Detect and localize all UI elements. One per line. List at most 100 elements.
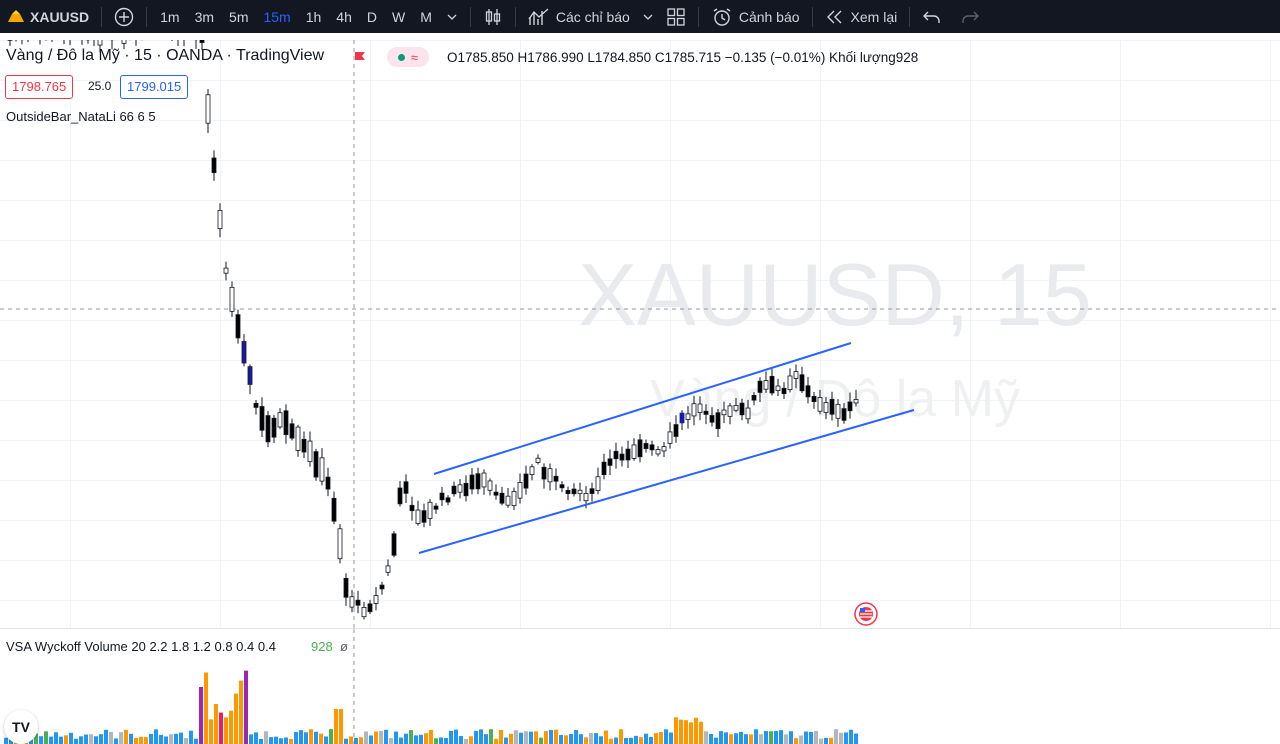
- volume-bar: [399, 737, 403, 744]
- candle-body: [223, 267, 229, 274]
- price-chart-canvas[interactable]: XAUUSD, 15 Vàng / Đô la Mỹ: [0, 40, 1280, 628]
- volume-bar: [54, 732, 58, 744]
- volume-bar: [199, 687, 203, 744]
- candle-body: [361, 607, 367, 618]
- volume-bar: [174, 733, 178, 744]
- candle-body: [451, 485, 457, 495]
- volume-bar: [119, 732, 123, 744]
- volume-value: 928: [311, 639, 333, 654]
- channel-upper-line[interactable]: [433, 342, 852, 475]
- price-chart-pane[interactable]: XAUUSD, 15 Vàng / Đô la Mỹ: [0, 40, 1280, 628]
- candle-body: [805, 385, 811, 398]
- volume-bar: [604, 730, 608, 744]
- sell-button[interactable]: 1798.765: [5, 75, 74, 99]
- candle-body: [679, 412, 685, 424]
- top-toolbar: XAUUSD 1m 3m 5m 15m 1h 4h D W M Các chỉ …: [0, 0, 1280, 33]
- undo-button[interactable]: [916, 0, 948, 33]
- market-status-badge[interactable]: ≈: [387, 47, 429, 67]
- us-flag-event-icon[interactable]: [854, 602, 878, 626]
- alerts-button[interactable]: Cảnh báo: [705, 0, 806, 33]
- flag-icon[interactable]: [353, 50, 367, 69]
- tradingview-logo[interactable]: TV: [4, 710, 38, 744]
- chevron-down-icon: [446, 11, 458, 23]
- symbol-search-button[interactable]: XAUUSD: [0, 0, 95, 33]
- interval-3m[interactable]: 3m: [194, 8, 215, 25]
- candle-body: [487, 480, 493, 491]
- candle-body: [781, 387, 787, 395]
- volume-bar: [169, 734, 173, 744]
- volume-bar: [724, 732, 728, 744]
- interval-D[interactable]: D: [366, 8, 377, 25]
- buy-button[interactable]: 1799.015: [120, 75, 189, 99]
- volume-bar: [709, 734, 713, 744]
- interval-4h[interactable]: 4h: [336, 8, 352, 25]
- chart-title[interactable]: Vàng / Đô la Mỹ · 15 · OANDA · TradingVi…: [6, 47, 325, 64]
- candle-body: [295, 426, 301, 451]
- volume-bar: [524, 731, 528, 744]
- candle-body: [769, 375, 775, 394]
- candle-body: [205, 94, 211, 124]
- alarm-clock-icon: [711, 7, 733, 27]
- volume-bar: [654, 733, 658, 744]
- volume-bar: [209, 719, 213, 744]
- volume-bar: [694, 717, 698, 744]
- replay-button[interactable]: Xem lại: [819, 0, 904, 33]
- volume-legend[interactable]: VSA Wyckoff Volume 20 2.2 1.8 1.2 0.8 0.…: [6, 639, 276, 654]
- volume-bar: [569, 733, 573, 744]
- candle-body: [373, 595, 379, 604]
- watermark-symbol: XAUUSD, 15: [578, 245, 1092, 344]
- interval-15m[interactable]: 15m: [263, 8, 291, 25]
- volume-bar: [344, 738, 348, 744]
- compare-symbol-button[interactable]: [108, 0, 140, 33]
- volume-bar: [84, 734, 88, 744]
- candle-body: [349, 596, 355, 608]
- redo-button[interactable]: [954, 0, 986, 33]
- volume-bar: [624, 737, 628, 744]
- volume-bar: [754, 729, 758, 744]
- volume-bar: [739, 731, 743, 744]
- volume-bar: [359, 737, 363, 744]
- interval-W[interactable]: W: [392, 8, 406, 25]
- volume-bar: [274, 736, 278, 744]
- chart-type-button[interactable]: [477, 0, 509, 33]
- candle-body: [613, 450, 619, 460]
- interval-dropdown[interactable]: [440, 0, 464, 33]
- candles-icon: [483, 7, 503, 27]
- volume-bar: [89, 734, 93, 744]
- volume-bar: [484, 734, 488, 744]
- volume-bar: [594, 733, 598, 744]
- volume-bar: [229, 710, 233, 744]
- candle-body: [421, 510, 427, 523]
- interval-1m[interactable]: 1m: [160, 8, 180, 25]
- candle-body: [565, 489, 571, 494]
- indicators-dropdown[interactable]: [636, 0, 660, 33]
- market-open-dot: [397, 53, 405, 61]
- volume-bar: [609, 738, 613, 744]
- volume-bar: [334, 709, 338, 744]
- candle-body: [697, 403, 703, 413]
- candle-body: [463, 482, 469, 497]
- candle-body: [367, 603, 373, 613]
- layout-templates-button[interactable]: [660, 0, 692, 33]
- volume-bar: [184, 738, 188, 744]
- volume-bar: [234, 693, 238, 744]
- indicators-button[interactable]: Các chỉ báo: [522, 0, 636, 33]
- volume-bar: [314, 731, 318, 744]
- candle-body: [721, 409, 727, 416]
- grid-icon: [666, 7, 686, 27]
- volume-bar: [139, 736, 143, 744]
- volume-bar: [414, 735, 418, 744]
- candle-body: [823, 402, 829, 413]
- wave-icon: ≈: [410, 49, 419, 65]
- indicator-legend[interactable]: OutsideBar_NataLi 66 6 5: [6, 109, 156, 124]
- interval-1h[interactable]: 1h: [305, 8, 322, 25]
- volume-bar: [769, 731, 773, 744]
- volume-bar: [34, 733, 38, 744]
- interval-5m[interactable]: 5m: [229, 8, 249, 25]
- candle-body: [703, 410, 709, 415]
- channel-lower-line[interactable]: [418, 409, 915, 554]
- interval-M[interactable]: M: [420, 8, 432, 25]
- volume-pane[interactable]: [0, 628, 1280, 744]
- candle-body: [319, 457, 325, 482]
- volume-bar: [254, 732, 258, 744]
